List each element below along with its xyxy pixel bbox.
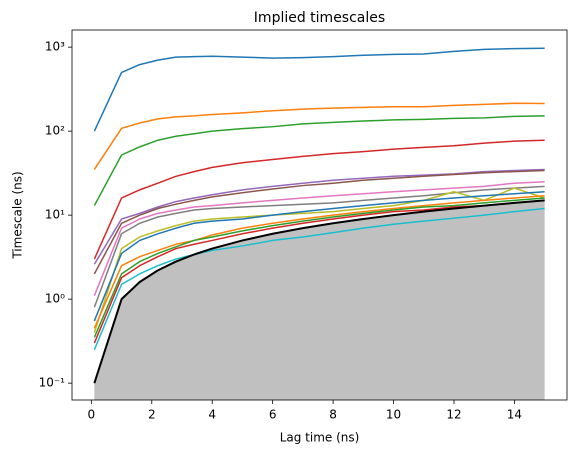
series-line: [93, 190, 545, 322]
x-tick-label: 4: [208, 408, 216, 422]
y-tick-label: 10⁻¹: [39, 376, 66, 390]
chart-title: Implied timescales: [254, 10, 385, 26]
series-line: [93, 139, 545, 260]
series-line: [93, 199, 545, 384]
x-axis-label: Lag time (ns): [280, 431, 360, 445]
x-tick-label: 0: [88, 408, 96, 422]
x-tick-label: 12: [446, 408, 461, 422]
y-axis-label: Timescale (ns): [11, 171, 25, 259]
series-line: [93, 102, 545, 170]
series-line: [93, 197, 545, 338]
series-line: [93, 199, 545, 344]
filled-area: [94, 200, 545, 400]
x-tick-label: 8: [329, 408, 337, 422]
x-tick-label: 2: [148, 408, 156, 422]
x-tick-label: 14: [507, 408, 522, 422]
series-line: [93, 207, 545, 351]
series-line: [93, 115, 545, 206]
series-line: [93, 180, 545, 296]
series-line: [93, 195, 545, 329]
series-line: [93, 185, 545, 308]
x-tick-label: 10: [386, 408, 401, 422]
series-line: [93, 187, 545, 333]
plot-area: [93, 47, 545, 400]
series-line: [93, 47, 545, 132]
x-tick-label: 6: [269, 408, 277, 422]
y-tick-label: 10³: [45, 40, 65, 54]
y-tick-label: 10⁰: [45, 292, 65, 306]
series-line: [93, 169, 545, 275]
y-tick-label: 10¹: [45, 208, 65, 222]
y-tick-label: 10²: [45, 124, 65, 138]
